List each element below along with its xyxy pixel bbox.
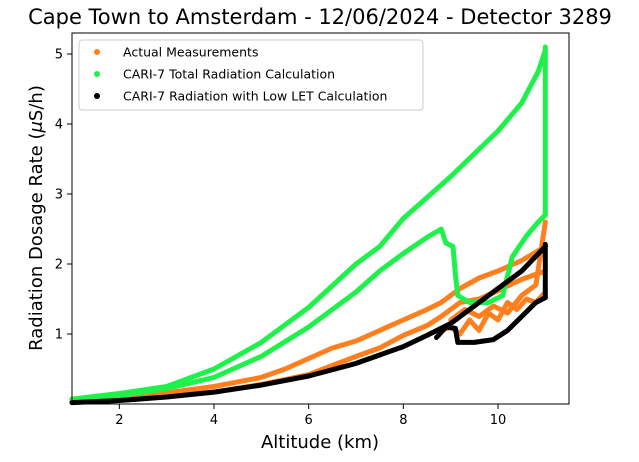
y-tick-label: 4 — [55, 118, 63, 133]
chart-title: Cape Town to Amsterdam - 12/06/2024 - De… — [28, 5, 612, 29]
series-trace — [69, 48, 548, 402]
x-tick-label: 4 — [210, 413, 218, 428]
y-axis-label-mu: μ — [26, 121, 47, 133]
x-ticks: 2 4 6 8 10 — [115, 404, 506, 428]
legend-marker-cari7-total — [94, 71, 100, 77]
x-tick-label: 6 — [305, 413, 313, 428]
y-tick-label: 5 — [55, 48, 63, 63]
legend-marker-cari7-low-let — [94, 93, 100, 99]
series-layer — [69, 44, 548, 406]
legend-item-actual: Actual Measurements — [94, 45, 258, 60]
x-tick-label: 8 — [399, 413, 407, 428]
legend: Actual Measurements CARI-7 Total Radiati… — [78, 39, 424, 111]
legend-item-cari7-total: CARI-7 Total Radiation Calculation — [94, 67, 335, 82]
legend-marker-actual — [94, 49, 100, 55]
y-ticks: 1 2 3 4 5 — [55, 48, 72, 343]
y-tick-label: 3 — [55, 188, 63, 203]
y-axis-label-suffix: S/h) — [26, 85, 47, 121]
x-tick-label: 10 — [490, 413, 507, 428]
series-cari7-low-let — [69, 241, 548, 406]
legend-label-actual: Actual Measurements — [123, 45, 258, 60]
legend-label-cari7-total: CARI-7 Total Radiation Calculation — [123, 67, 335, 82]
legend-box — [78, 39, 424, 111]
series-trace — [69, 244, 548, 406]
x-axis-label: Altitude (km) — [261, 432, 379, 453]
y-axis-label: Radiation Dosage Rate (μS/h) — [26, 85, 47, 351]
legend-label-cari7-low-let: CARI-7 Radiation with Low LET Calculatio… — [123, 89, 387, 104]
y-axis-label-prefix: Radiation Dosage Rate ( — [26, 133, 47, 351]
x-tick-label: 2 — [115, 413, 123, 428]
y-tick-label: 1 — [55, 328, 63, 343]
series-trace — [434, 295, 548, 345]
legend-item-cari7-low-let: CARI-7 Radiation with Low LET Calculatio… — [94, 89, 387, 104]
series-trace — [69, 244, 548, 403]
axes-border — [71, 32, 570, 405]
y-tick-label: 2 — [55, 258, 63, 273]
